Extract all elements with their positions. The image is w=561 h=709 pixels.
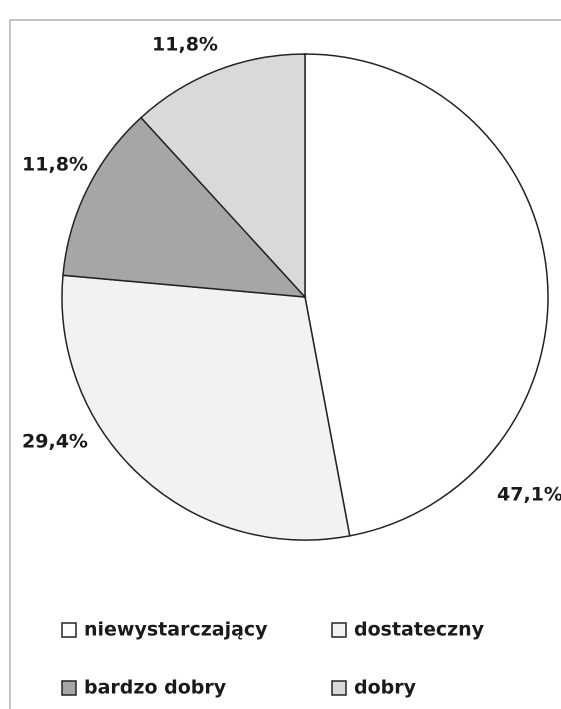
legend-label: dobry (354, 677, 417, 699)
pie-slice (304, 53, 549, 537)
legend-label: bardzo dobry (84, 677, 227, 699)
legend-swatch (331, 680, 347, 696)
data-label: 29,4% (22, 431, 88, 453)
data-label: 47,1% (497, 484, 561, 506)
pie-slice (139, 53, 306, 299)
pie-slice (61, 274, 351, 541)
pie-slice (62, 116, 307, 298)
legend-label: niewystarczający (84, 619, 268, 641)
data-label: 11,8% (152, 34, 218, 56)
data-label: 11,8% (22, 154, 88, 176)
legend-swatch (61, 680, 77, 696)
legend-swatch (331, 622, 347, 638)
legend-swatch (61, 622, 77, 638)
legend-label: dostateczny (354, 619, 485, 641)
